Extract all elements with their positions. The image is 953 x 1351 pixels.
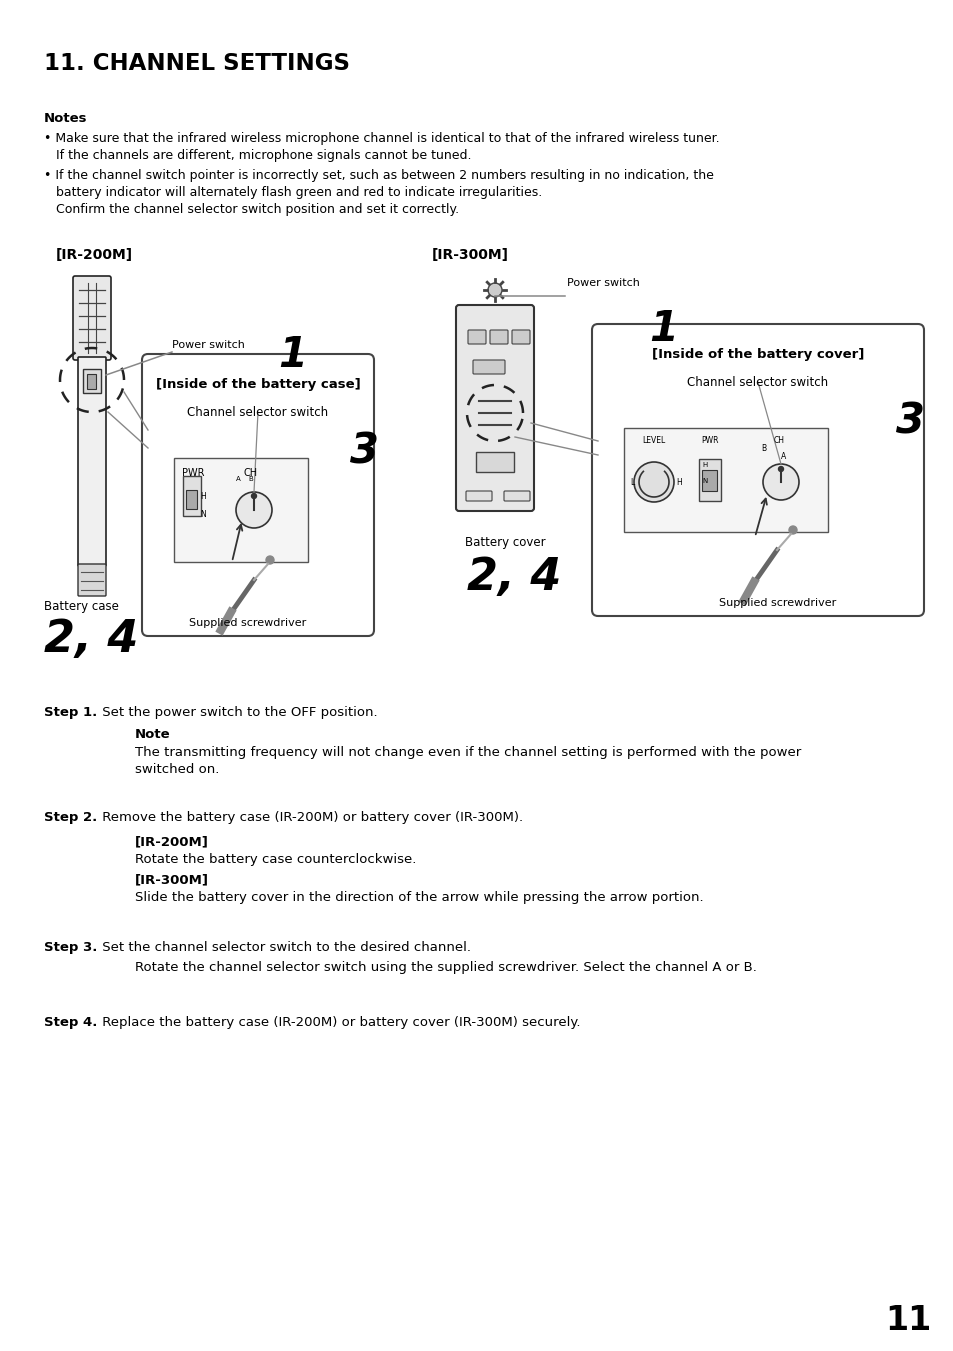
Text: Set the channel selector switch to the desired channel.: Set the channel selector switch to the d… bbox=[98, 942, 471, 954]
Text: Notes: Notes bbox=[44, 112, 88, 126]
Text: H: H bbox=[676, 478, 681, 486]
Text: Note: Note bbox=[135, 728, 171, 740]
Circle shape bbox=[634, 462, 673, 503]
FancyBboxPatch shape bbox=[490, 330, 507, 345]
Text: N: N bbox=[200, 509, 206, 519]
Text: 11. CHANNEL SETTINGS: 11. CHANNEL SETTINGS bbox=[44, 51, 350, 76]
Text: B: B bbox=[248, 476, 253, 482]
Text: LEVEL: LEVEL bbox=[641, 436, 664, 444]
Text: Set the power switch to the OFF position.: Set the power switch to the OFF position… bbox=[98, 707, 377, 719]
Text: Power switch: Power switch bbox=[566, 278, 639, 288]
FancyBboxPatch shape bbox=[701, 470, 717, 490]
FancyBboxPatch shape bbox=[186, 489, 197, 508]
Text: [Inside of the battery case]: [Inside of the battery case] bbox=[155, 378, 360, 390]
FancyBboxPatch shape bbox=[699, 459, 720, 501]
Text: Replace the battery case (IR-200M) or battery cover (IR-300M) securely.: Replace the battery case (IR-200M) or ba… bbox=[98, 1016, 579, 1029]
Text: Step 2.: Step 2. bbox=[44, 811, 97, 824]
Text: CH: CH bbox=[773, 436, 784, 444]
FancyBboxPatch shape bbox=[88, 373, 96, 389]
Text: L: L bbox=[629, 478, 634, 486]
FancyBboxPatch shape bbox=[78, 563, 106, 596]
Circle shape bbox=[762, 463, 799, 500]
Text: 2, 4: 2, 4 bbox=[44, 617, 138, 661]
Text: [Inside of the battery cover]: [Inside of the battery cover] bbox=[651, 349, 863, 361]
Text: Step 3.: Step 3. bbox=[44, 942, 97, 954]
FancyBboxPatch shape bbox=[623, 428, 827, 532]
FancyBboxPatch shape bbox=[465, 490, 492, 501]
Text: battery indicator will alternately flash green and red to indicate irregularitie: battery indicator will alternately flash… bbox=[44, 186, 541, 199]
Text: 2, 4: 2, 4 bbox=[467, 557, 560, 598]
Text: 3: 3 bbox=[350, 430, 378, 471]
Text: If the channels are different, microphone signals cannot be tuned.: If the channels are different, microphon… bbox=[44, 149, 471, 162]
Text: Battery case: Battery case bbox=[44, 600, 119, 613]
Circle shape bbox=[788, 526, 796, 534]
Circle shape bbox=[778, 466, 782, 471]
Text: Supplied screwdriver: Supplied screwdriver bbox=[719, 598, 836, 608]
FancyBboxPatch shape bbox=[468, 330, 485, 345]
FancyBboxPatch shape bbox=[456, 305, 534, 511]
FancyBboxPatch shape bbox=[173, 458, 308, 562]
Text: Step 4.: Step 4. bbox=[44, 1016, 97, 1029]
Text: Channel selector switch: Channel selector switch bbox=[187, 407, 328, 419]
Text: Rotate the battery case counterclockwise.: Rotate the battery case counterclockwise… bbox=[135, 852, 416, 866]
Text: switched on.: switched on. bbox=[135, 763, 219, 775]
Text: Remove the battery case (IR-200M) or battery cover (IR-300M).: Remove the battery case (IR-200M) or bat… bbox=[98, 811, 522, 824]
Circle shape bbox=[488, 282, 501, 297]
Text: 1: 1 bbox=[648, 308, 678, 350]
Text: 11: 11 bbox=[884, 1304, 930, 1337]
Text: Battery cover: Battery cover bbox=[464, 536, 545, 549]
FancyBboxPatch shape bbox=[473, 359, 504, 374]
FancyBboxPatch shape bbox=[512, 330, 530, 345]
Circle shape bbox=[235, 492, 272, 528]
Text: Slide the battery cover in the direction of the arrow while pressing the arrow p: Slide the battery cover in the direction… bbox=[135, 892, 703, 904]
Circle shape bbox=[266, 557, 274, 563]
Text: The transmitting frequency will not change even if the channel setting is perfor: The transmitting frequency will not chan… bbox=[135, 746, 801, 759]
Text: • If the channel switch pointer is incorrectly set, such as between 2 numbers re: • If the channel switch pointer is incor… bbox=[44, 169, 713, 182]
FancyBboxPatch shape bbox=[73, 276, 111, 359]
FancyBboxPatch shape bbox=[78, 357, 106, 566]
Text: B: B bbox=[760, 444, 765, 453]
Text: A: A bbox=[781, 453, 785, 461]
Text: Power switch: Power switch bbox=[172, 340, 245, 350]
Circle shape bbox=[252, 493, 256, 499]
Text: [IR-300M]: [IR-300M] bbox=[135, 873, 209, 886]
Text: Supplied screwdriver: Supplied screwdriver bbox=[190, 617, 306, 628]
Text: Step 1.: Step 1. bbox=[44, 707, 97, 719]
FancyBboxPatch shape bbox=[183, 476, 201, 516]
Text: [IR-300M]: [IR-300M] bbox=[432, 249, 509, 262]
Text: Rotate the channel selector switch using the supplied screwdriver. Select the ch: Rotate the channel selector switch using… bbox=[135, 961, 756, 974]
FancyBboxPatch shape bbox=[142, 354, 374, 636]
Text: [IR-200M]: [IR-200M] bbox=[56, 249, 133, 262]
Text: H: H bbox=[200, 492, 206, 501]
FancyBboxPatch shape bbox=[476, 453, 514, 471]
Text: H: H bbox=[701, 462, 706, 467]
Text: CH: CH bbox=[244, 467, 258, 478]
Text: • Make sure that the infrared wireless microphone channel is identical to that o: • Make sure that the infrared wireless m… bbox=[44, 132, 719, 145]
Text: N: N bbox=[701, 478, 706, 484]
FancyBboxPatch shape bbox=[83, 369, 101, 393]
Text: [IR-200M]: [IR-200M] bbox=[135, 835, 209, 848]
Text: Channel selector switch: Channel selector switch bbox=[687, 376, 828, 389]
FancyBboxPatch shape bbox=[503, 490, 530, 501]
FancyBboxPatch shape bbox=[592, 324, 923, 616]
Text: 3: 3 bbox=[895, 400, 924, 442]
Text: Confirm the channel selector switch position and set it correctly.: Confirm the channel selector switch posi… bbox=[44, 203, 458, 216]
Text: PWR: PWR bbox=[700, 436, 718, 444]
Text: PWR: PWR bbox=[182, 467, 204, 478]
Text: A: A bbox=[235, 476, 240, 482]
Text: 1: 1 bbox=[277, 334, 307, 376]
